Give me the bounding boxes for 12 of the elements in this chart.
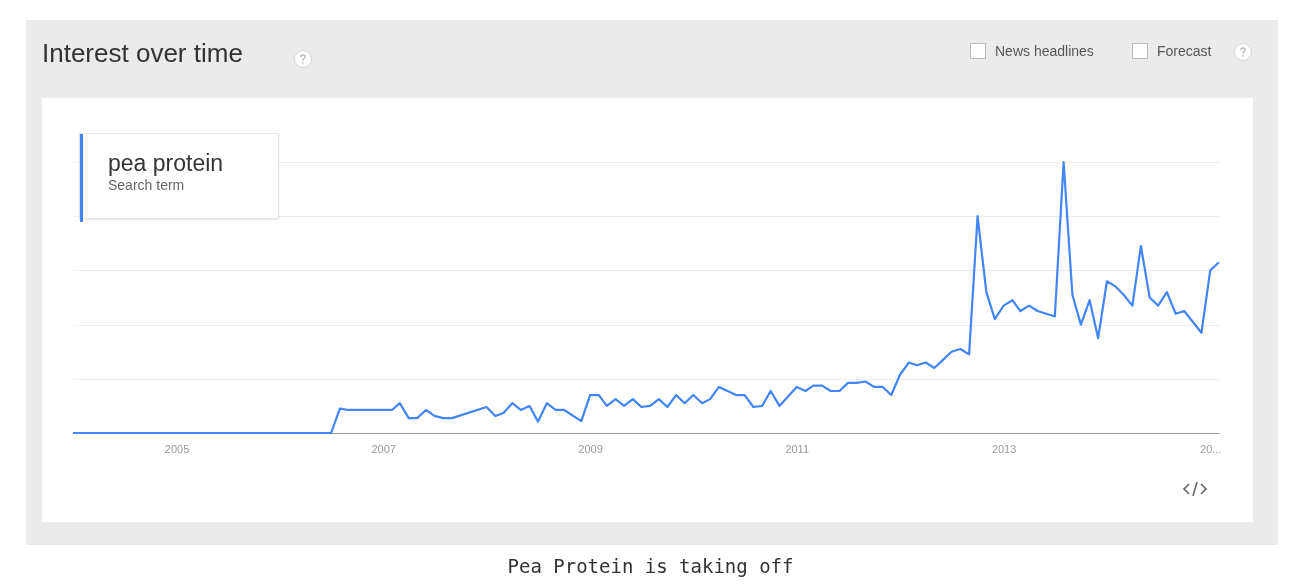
text: News headlines xyxy=(995,43,1094,59)
x-tick-label: 2007 xyxy=(371,442,396,455)
x-tick-label: 2005 xyxy=(164,442,190,455)
x-tick-label: 2013 xyxy=(991,442,1017,455)
legend-title: Search term xyxy=(108,177,186,193)
legend: pea protein Search term xyxy=(79,133,279,219)
x-tick-label: 2011 xyxy=(785,442,810,455)
x-tick-label: 2009 xyxy=(578,442,603,455)
chart-title: Interest over time xyxy=(42,38,243,69)
text: Pea Protein is taking off xyxy=(506,555,795,577)
text: Forecast xyxy=(1157,43,1212,59)
x-tick-label: 20... xyxy=(1200,442,1222,455)
